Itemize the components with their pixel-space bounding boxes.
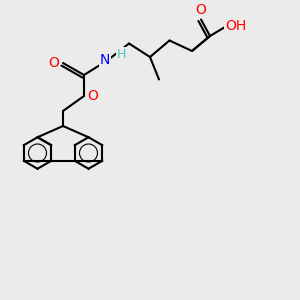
- Text: O: O: [88, 89, 98, 103]
- Text: O: O: [196, 4, 206, 17]
- Text: H: H: [117, 47, 126, 61]
- Text: OH: OH: [225, 19, 246, 32]
- Text: O: O: [49, 56, 59, 70]
- Text: N: N: [100, 53, 110, 67]
